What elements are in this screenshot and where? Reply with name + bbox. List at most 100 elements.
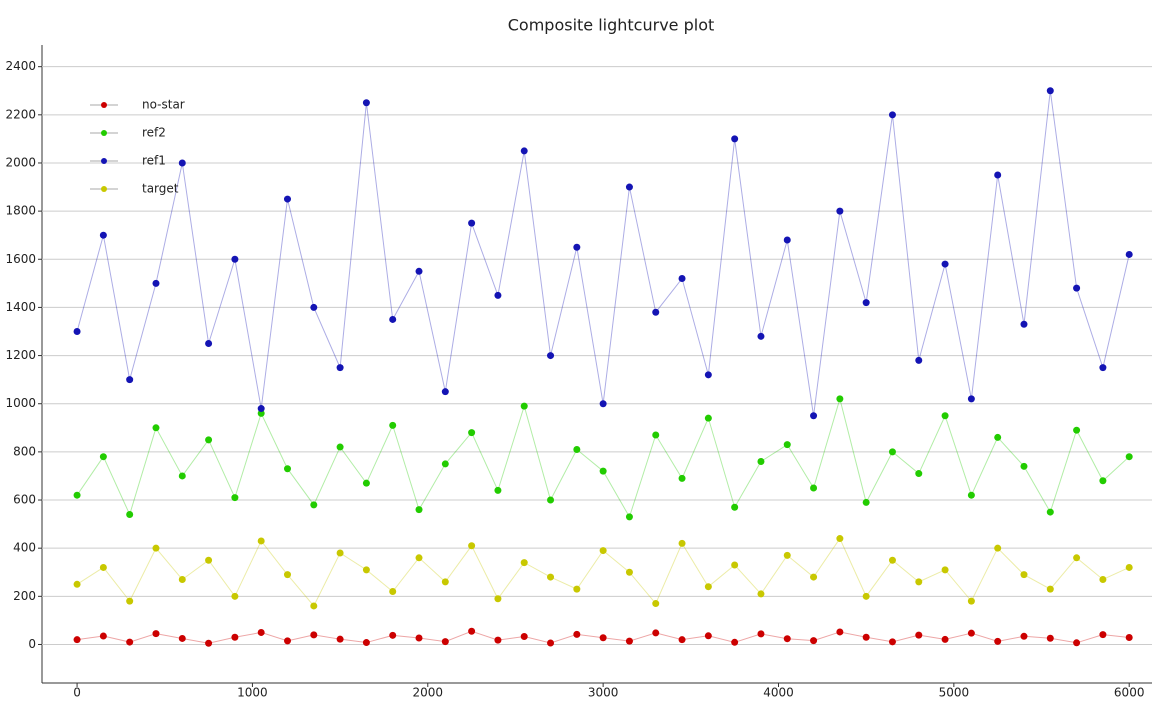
point	[336, 635, 344, 643]
point	[362, 479, 370, 487]
point	[599, 547, 607, 555]
point	[967, 395, 975, 403]
point	[547, 639, 555, 647]
point	[1073, 639, 1081, 647]
point	[231, 494, 239, 502]
point	[888, 638, 896, 646]
legend-label: target	[142, 182, 179, 196]
point	[257, 405, 265, 413]
point	[836, 535, 844, 543]
y-tick-label: 600	[13, 493, 36, 507]
point	[415, 554, 423, 562]
point	[941, 412, 949, 420]
y-tick-label: 1600	[5, 252, 36, 266]
point	[652, 431, 660, 439]
point	[468, 429, 476, 437]
point	[73, 491, 81, 499]
point	[468, 219, 476, 227]
point	[967, 629, 975, 637]
series	[73, 395, 1133, 521]
point	[415, 506, 423, 514]
chart-title: Composite lightcurve plot	[508, 16, 715, 35]
point	[126, 376, 134, 384]
point	[625, 568, 633, 576]
point	[704, 583, 712, 591]
point	[547, 496, 555, 504]
legend-label: no-star	[142, 98, 185, 112]
point	[336, 443, 344, 451]
point	[1020, 320, 1028, 328]
point	[415, 267, 423, 275]
point	[783, 551, 791, 559]
point	[257, 409, 265, 417]
point	[389, 631, 397, 639]
point	[178, 472, 186, 480]
point	[336, 364, 344, 372]
point	[494, 636, 502, 644]
point	[994, 433, 1002, 441]
point	[336, 549, 344, 557]
point	[494, 595, 502, 603]
point	[941, 566, 949, 574]
point	[1046, 508, 1054, 516]
point	[231, 633, 239, 641]
y-tick-label: 2000	[5, 155, 36, 169]
legend-label: ref2	[142, 126, 166, 140]
point	[1125, 633, 1133, 641]
point	[73, 327, 81, 335]
point	[731, 503, 739, 511]
point	[915, 631, 923, 639]
legend-label: ref1	[142, 154, 166, 168]
point	[783, 635, 791, 643]
series	[73, 87, 1133, 420]
point	[1020, 462, 1028, 470]
legend-marker	[101, 102, 107, 108]
point	[731, 638, 739, 646]
point	[205, 556, 213, 564]
point	[573, 630, 581, 638]
point	[862, 592, 870, 600]
point	[678, 275, 686, 283]
point	[310, 501, 318, 509]
point	[283, 571, 291, 579]
point	[520, 633, 528, 641]
point	[994, 544, 1002, 552]
point	[652, 600, 660, 608]
point	[283, 195, 291, 203]
point	[362, 566, 370, 574]
point	[152, 424, 160, 432]
point	[205, 436, 213, 444]
point	[178, 575, 186, 583]
point	[152, 544, 160, 552]
point	[547, 573, 555, 581]
point	[1125, 453, 1133, 461]
point	[915, 356, 923, 364]
point	[862, 633, 870, 641]
point	[99, 632, 107, 640]
point	[941, 635, 949, 643]
point	[152, 279, 160, 287]
point	[310, 303, 318, 311]
point	[126, 597, 134, 605]
series	[73, 627, 1133, 647]
point	[441, 388, 449, 396]
point	[99, 453, 107, 461]
point	[994, 637, 1002, 645]
point	[283, 637, 291, 645]
point	[73, 580, 81, 588]
point	[441, 578, 449, 586]
point	[1099, 575, 1107, 583]
point	[573, 243, 581, 251]
point	[967, 491, 975, 499]
y-tick-label: 2200	[5, 107, 36, 121]
x-tick-label: 4000	[763, 686, 794, 700]
point	[1046, 87, 1054, 95]
point	[757, 458, 765, 466]
point	[704, 414, 712, 422]
legend-marker	[101, 130, 107, 136]
point	[257, 628, 265, 636]
legend-marker	[101, 158, 107, 164]
point	[678, 474, 686, 482]
point	[888, 448, 896, 456]
